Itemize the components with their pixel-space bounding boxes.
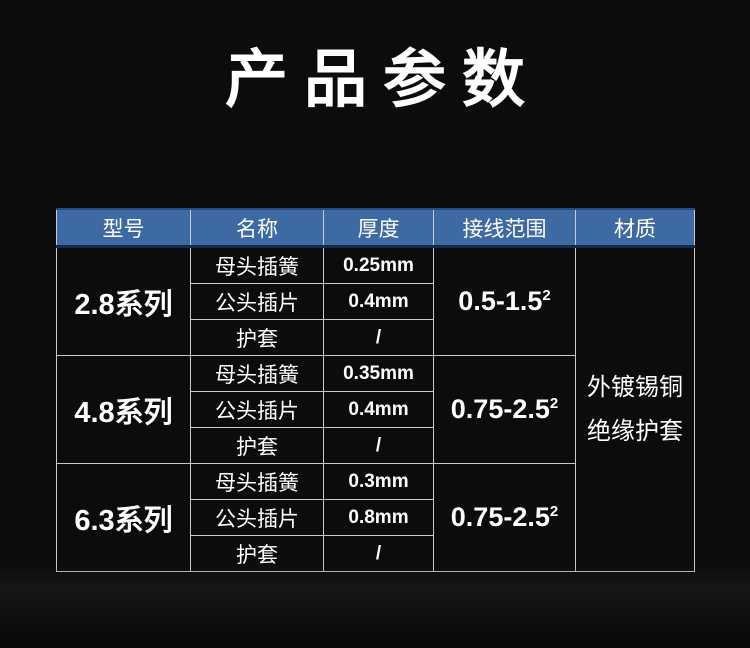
table-row: 护套 / bbox=[57, 427, 695, 464]
table-row: 6.3系列 母头插簧 0.3mm 0.75-2.52 bbox=[56, 463, 695, 572]
part-name-cell: 护套 bbox=[190, 535, 324, 572]
table-row: 公头插片 0.4mm bbox=[57, 283, 695, 320]
series-cell-6-3: 6.3系列 bbox=[56, 463, 191, 572]
header-name: 名称 bbox=[190, 208, 324, 248]
header-material: 材质 bbox=[575, 208, 695, 248]
range-superscript: 2 bbox=[549, 395, 559, 412]
range-cell-4-8: 0.75-2.52 bbox=[433, 355, 576, 464]
header-thickness: 厚度 bbox=[323, 208, 434, 248]
page-title: 产品参数 bbox=[225, 45, 541, 115]
thickness-cell: 0.4mm bbox=[323, 283, 434, 320]
part-name-cell: 护套 bbox=[190, 427, 324, 464]
part-name-cell: 母头插簧 bbox=[190, 355, 324, 392]
spec-table: 型号 名称 厚度 接线范围 材质 2.8系列 母头插簧 0.25mm 0.5-1… bbox=[56, 208, 695, 572]
table-row: 2.8系列 母头插簧 0.25mm 0.5-1.52 外镀锡铜 绝缘护套 bbox=[56, 246, 695, 572]
range-superscript: 2 bbox=[549, 503, 559, 520]
part-name-cell: 公头插片 bbox=[190, 391, 324, 428]
material-cell: 外镀锡铜 绝缘护套 bbox=[575, 246, 695, 572]
table-row: 4.8系列 母头插簧 0.35mm 0.75-2.52 bbox=[56, 355, 695, 464]
part-name-cell: 母头插簧 bbox=[190, 246, 324, 284]
part-name-cell: 护套 bbox=[190, 319, 324, 356]
part-name-cell: 公头插片 bbox=[190, 499, 324, 536]
thickness-cell: 0.35mm bbox=[323, 355, 434, 392]
thickness-cell: 0.3mm bbox=[323, 463, 434, 500]
thickness-cell: 0.4mm bbox=[323, 391, 434, 428]
thickness-cell: 0.25mm bbox=[323, 246, 434, 284]
part-name-cell: 公头插片 bbox=[190, 283, 324, 320]
header-row: 型号 名称 厚度 接线范围 材质 bbox=[56, 208, 695, 248]
thickness-cell: / bbox=[323, 319, 434, 356]
range-value: 0.75-2.5 bbox=[450, 502, 550, 532]
material-line-1: 外镀锡铜 bbox=[587, 373, 683, 401]
thickness-cell: 0.8mm bbox=[323, 499, 434, 536]
series-cell-4-8: 4.8系列 bbox=[56, 355, 191, 464]
table-row: 护套 / bbox=[57, 319, 695, 356]
bottom-gradient bbox=[0, 564, 750, 648]
series-cell-2-8: 2.8系列 bbox=[56, 246, 191, 356]
header-model: 型号 bbox=[56, 208, 191, 248]
range-value: 0.75-2.5 bbox=[450, 394, 550, 424]
part-name-cell: 母头插簧 bbox=[190, 463, 324, 500]
material-line-2: 绝缘护套 bbox=[587, 417, 683, 445]
header-range: 接线范围 bbox=[433, 208, 576, 248]
range-superscript: 2 bbox=[542, 287, 551, 304]
range-cell-6-3: 0.75-2.52 bbox=[433, 463, 576, 572]
range-value: 0.5-1.5 bbox=[458, 286, 543, 316]
thickness-cell: / bbox=[323, 427, 434, 464]
table-row: 公头插片 0.8mm bbox=[57, 499, 695, 536]
range-cell-2-8: 0.5-1.52 bbox=[433, 246, 576, 356]
thickness-cell: / bbox=[323, 535, 434, 572]
